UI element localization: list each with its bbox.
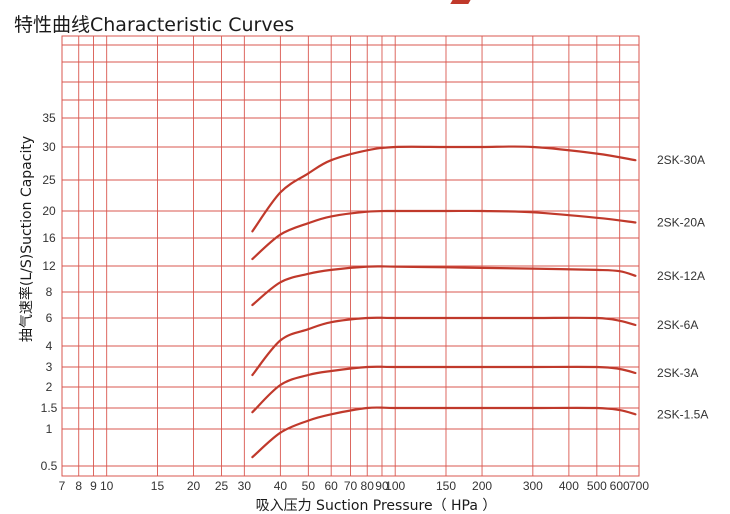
series-label: 2SK-30A xyxy=(657,153,705,167)
series-line xyxy=(251,145,637,233)
curves xyxy=(251,145,637,459)
x-tick-label: 50 xyxy=(302,479,316,493)
x-tick-label: 700 xyxy=(629,479,649,493)
series-label: 2SK-12A xyxy=(657,269,705,283)
series-label: 2SK-1.5A xyxy=(657,407,708,421)
y-tick-label: 2 xyxy=(46,380,53,394)
x-axis-title: 吸入压力 Suction Pressure（ HPa ） xyxy=(256,498,497,514)
series-line xyxy=(251,209,637,261)
x-tick-label: 150 xyxy=(436,479,456,493)
y-tick-label: 4 xyxy=(46,339,53,353)
y-tick-label: 12 xyxy=(42,259,56,273)
x-tick-label: 40 xyxy=(274,479,288,493)
series-line xyxy=(251,365,637,414)
x-tick-label: 400 xyxy=(559,479,579,493)
y-axis-title: 抽气速率(L/S)Suction Capacity xyxy=(18,136,35,342)
x-tick-label: 20 xyxy=(187,479,201,493)
y-tick-label: 35 xyxy=(42,111,56,125)
series-label: 2SK-6A xyxy=(657,318,698,332)
x-tick-label: 200 xyxy=(472,479,492,493)
y-tick-label: 0.5 xyxy=(41,459,58,473)
x-tick-label: 300 xyxy=(523,479,543,493)
x-tick-label: 60 xyxy=(325,479,339,493)
x-tick-label: 8 xyxy=(75,479,82,493)
y-tick-label: 30 xyxy=(42,140,56,154)
series-line xyxy=(251,406,637,459)
y-tick-label: 25 xyxy=(42,173,56,187)
y-tick-label: 20 xyxy=(42,204,56,218)
series-line xyxy=(251,316,637,377)
y-tick-label: 3 xyxy=(46,360,53,374)
series-label: 2SK-3A xyxy=(657,366,698,380)
x-tick-label: 90 xyxy=(375,479,389,493)
x-tick-label: 70 xyxy=(344,479,358,493)
x-tick-label: 500 xyxy=(587,479,607,493)
x-tick-label: 15 xyxy=(151,479,165,493)
series-line xyxy=(251,265,637,307)
y-axis-ticks: 0.5 1 1.5 2 3 4 6 8 12 16 20 25 30 35 xyxy=(41,111,58,473)
y-tick-label: 1 xyxy=(46,422,53,436)
x-tick-label: 9 xyxy=(90,479,97,493)
x-tick-label: 80 xyxy=(361,479,375,493)
series-label: 2SK-20A xyxy=(657,215,705,229)
page-title: 特性曲线Characteristic Curves xyxy=(14,14,295,36)
series-labels: 2SK-30A 2SK-20A 2SK-12A 2SK-6A 2SK-3A 2SK-1.5… xyxy=(657,153,708,421)
y-tick-label: 1.5 xyxy=(41,401,58,415)
x-tick-label: 30 xyxy=(238,479,252,493)
y-tick-label: 16 xyxy=(42,231,56,245)
y-tick-label: 6 xyxy=(46,311,53,325)
x-tick-label: 100 xyxy=(385,479,405,493)
x-tick-label: 7 xyxy=(59,479,66,493)
x-tick-label: 600 xyxy=(610,479,630,493)
y-tick-label: 8 xyxy=(46,285,53,299)
x-tick-label: 10 xyxy=(100,479,114,493)
x-tick-label: 25 xyxy=(215,479,229,493)
